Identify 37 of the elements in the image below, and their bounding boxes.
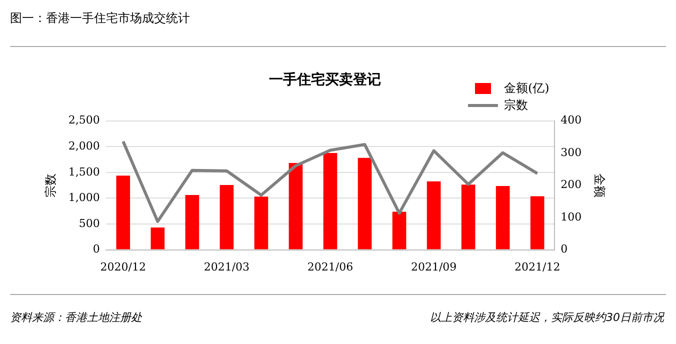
bar (288, 163, 303, 250)
y2-axis-title: 金额 (592, 173, 607, 198)
bar (254, 196, 268, 250)
chart-title: 一手住宅买卖登记 (269, 71, 381, 88)
text: 以上资料涉及统计延迟，实际反映约30日前市况 (430, 310, 664, 325)
bar (220, 184, 234, 250)
chart-subtitle: 图一：香港一手住宅市场成交统计 (10, 10, 190, 27)
y-tick-label: 2,500 (68, 114, 100, 127)
bar (150, 228, 165, 250)
bar (358, 158, 372, 250)
y-tick-label: 1,000 (68, 191, 100, 204)
text: 资料来源：香港土地注册处 (10, 310, 142, 325)
bar (530, 196, 544, 250)
y2-tick-label: 200 (560, 178, 582, 192)
y2-tick-label: 100 (560, 210, 582, 224)
y2-tick-label: 300 (560, 146, 582, 159)
bar (392, 212, 406, 250)
x-tick-label: 2021/03 (204, 260, 250, 274)
bar (323, 153, 338, 250)
bar (426, 181, 441, 250)
bar (116, 176, 130, 250)
x-tick-label: 2021/12 (514, 260, 560, 274)
bar (496, 186, 510, 250)
y-tick-label: 500 (78, 216, 100, 230)
legend-label: 宗数 (504, 97, 528, 114)
x-tick-label: 2020/12 (100, 260, 146, 274)
y2-tick-label: 400 (560, 114, 582, 127)
y2-tick-label: 0 (560, 242, 568, 256)
x-tick-label: 2021/06 (307, 260, 354, 274)
y-tick-label: 1,500 (68, 165, 100, 178)
y-axis-title: 宗数 (43, 173, 58, 198)
bar (185, 194, 200, 250)
legend-label: 金额(亿) (504, 80, 550, 97)
bar (461, 184, 476, 250)
y-tick-label: 0 (92, 242, 100, 256)
y-tick-label: 2,000 (68, 139, 100, 152)
x-tick-label: 2021/09 (410, 260, 457, 274)
